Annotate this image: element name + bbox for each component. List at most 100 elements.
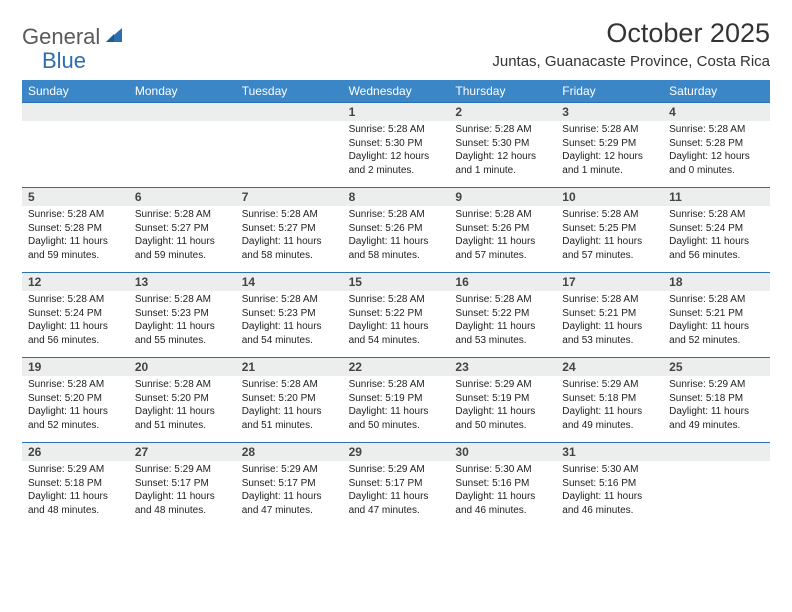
day-cell: Sunrise: 5:28 AMSunset: 5:27 PMDaylight:… bbox=[236, 206, 343, 272]
daylight-text: Daylight: 12 hours and 2 minutes. bbox=[349, 150, 444, 177]
content-row: Sunrise: 5:28 AM Sunset: 5:28 PM Daylight:… bbox=[22, 206, 770, 272]
day-cell bbox=[236, 121, 343, 187]
sunrise-text: Sunrise: 5:29 AM bbox=[349, 463, 444, 477]
day-cell: Sunrise: 5:29 AMSunset: 5:17 PMDaylight:… bbox=[343, 461, 450, 527]
daylight-text: Daylight: 11 hours and 58 minutes. bbox=[242, 235, 337, 262]
header: General October 2025 Juntas, Guanacaste … bbox=[22, 18, 770, 76]
day-cell bbox=[129, 121, 236, 187]
day-cell: Sunrise: 5:28 AMSunset: 5:23 PMDaylight:… bbox=[236, 291, 343, 357]
day-cell: Sunrise: 5:28 AMSunset: 5:20 PMDaylight:… bbox=[22, 376, 129, 442]
daylight-text: Daylight: 11 hours and 53 minutes. bbox=[455, 320, 550, 347]
content-row: Sunrise: 5:28 AMSunset: 5:30 PMDaylight:… bbox=[22, 121, 770, 187]
sunrise-text: Sunrise: 5:29 AM bbox=[242, 463, 337, 477]
sunset-text: Sunset: 5:18 PM bbox=[669, 392, 764, 406]
day-number: 1 bbox=[343, 103, 450, 121]
sunset-text: Sunset: 5:19 PM bbox=[455, 392, 550, 406]
daynum-row: 12131415161718 bbox=[22, 272, 770, 291]
day-number: 15 bbox=[343, 273, 450, 291]
day-number: 5 bbox=[22, 188, 129, 206]
day-number: 26 bbox=[22, 443, 129, 461]
day-number bbox=[22, 103, 129, 121]
day-number: 11 bbox=[663, 188, 770, 206]
sunset-text: Sunset: 5:24 PM bbox=[669, 222, 764, 236]
sunrise-text: Sunrise: 5:28 AM bbox=[349, 123, 444, 137]
daylight-text: Daylight: 11 hours and 50 minutes. bbox=[455, 405, 550, 432]
sunrise-text: Sunrise: 5:28 AM bbox=[349, 293, 444, 307]
day-number: 21 bbox=[236, 358, 343, 376]
day-cell: Sunrise: 5:28 AMSunset: 5:25 PMDaylight:… bbox=[556, 206, 663, 272]
day-number: 9 bbox=[449, 188, 556, 206]
day-cell: Sunrise: 5:28 AMSunset: 5:19 PMDaylight:… bbox=[343, 376, 450, 442]
sunset-text: Sunset: 5:23 PM bbox=[135, 307, 230, 321]
sunrise-text: Sunrise: 5:30 AM bbox=[562, 463, 657, 477]
weekday-header: Saturday bbox=[663, 80, 770, 102]
sunset-text: Sunset: 5:28 PM bbox=[669, 137, 764, 151]
day-cell bbox=[22, 121, 129, 187]
logo-word1: General bbox=[22, 24, 100, 50]
sunrise-text: Sunrise: 5:28 AM bbox=[562, 123, 657, 137]
daylight-text: Daylight: 11 hours and 49 minutes. bbox=[669, 405, 764, 432]
day-cell: Sunrise: 5:28 AMSunset: 5:20 PMDaylight:… bbox=[129, 376, 236, 442]
day-number: 6 bbox=[129, 188, 236, 206]
day-cell bbox=[663, 461, 770, 527]
sunset-text: Sunset: 5:30 PM bbox=[455, 137, 550, 151]
daylight-text: Daylight: 11 hours and 52 minutes. bbox=[669, 320, 764, 347]
sunrise-text: Sunrise: 5:28 AM bbox=[455, 208, 550, 222]
day-number: 29 bbox=[343, 443, 450, 461]
daylight-text: Daylight: 11 hours and 53 minutes. bbox=[562, 320, 657, 347]
day-number: 18 bbox=[663, 273, 770, 291]
location: Juntas, Guanacaste Province, Costa Rica bbox=[492, 53, 770, 70]
sunrise-text: Sunrise: 5:28 AM bbox=[349, 378, 444, 392]
daylight-text: Daylight: 11 hours and 49 minutes. bbox=[562, 405, 657, 432]
sunrise-text: Sunrise: 5:28 AM bbox=[669, 123, 764, 137]
sunset-text: Sunset: 5:17 PM bbox=[135, 477, 230, 491]
daylight-text: Daylight: 11 hours and 52 minutes. bbox=[28, 405, 123, 432]
sunrise-text: Sunrise: 5:28 AM bbox=[135, 293, 230, 307]
day-number: 23 bbox=[449, 358, 556, 376]
sunrise-text: Sunrise: 5:30 AM bbox=[455, 463, 550, 477]
day-cell: Sunrise: 5:30 AMSunset: 5:16 PMDaylight:… bbox=[449, 461, 556, 527]
day-number: 31 bbox=[556, 443, 663, 461]
day-number: 19 bbox=[22, 358, 129, 376]
content-row: Sunrise: 5:28 AMSunset: 5:24 PMDaylight:… bbox=[22, 291, 770, 357]
day-number: 10 bbox=[556, 188, 663, 206]
day-number bbox=[236, 103, 343, 121]
sunset-text: Sunset: 5:20 PM bbox=[135, 392, 230, 406]
daylight-text: Daylight: 12 hours and 1 minute. bbox=[455, 150, 550, 177]
sunrise-text: Sunrise: 5:28 AM bbox=[455, 293, 550, 307]
daylight-text: Daylight: 11 hours and 58 minutes. bbox=[349, 235, 444, 262]
sunset-text: Sunset: 5:28 PM bbox=[28, 222, 123, 236]
daylight-text: Daylight: 11 hours and 54 minutes. bbox=[242, 320, 337, 347]
sunset-text: Sunset: 5:17 PM bbox=[242, 477, 337, 491]
sunrise-text: Sunrise: 5:28 AM bbox=[349, 208, 444, 222]
title-block: October 2025 Juntas, Guanacaste Province… bbox=[492, 18, 770, 76]
month-title: October 2025 bbox=[492, 18, 770, 49]
day-number: 22 bbox=[343, 358, 450, 376]
daylight-text: Daylight: 11 hours and 57 minutes. bbox=[455, 235, 550, 262]
day-cell: Sunrise: 5:29 AMSunset: 5:18 PMDaylight:… bbox=[663, 376, 770, 442]
sunset-text: Sunset: 5:21 PM bbox=[562, 307, 657, 321]
day-number: 24 bbox=[556, 358, 663, 376]
day-number: 30 bbox=[449, 443, 556, 461]
sunset-text: Sunset: 5:23 PM bbox=[242, 307, 337, 321]
weekday-header: Wednesday bbox=[343, 80, 450, 102]
day-cell: Sunrise: 5:28 AMSunset: 5:30 PMDaylight:… bbox=[343, 121, 450, 187]
sunrise-text: Sunrise: 5:28 AM bbox=[135, 208, 230, 222]
day-cell: Sunrise: 5:28 AMSunset: 5:29 PMDaylight:… bbox=[556, 121, 663, 187]
sunrise-text: Sunrise: 5:28 AM bbox=[562, 208, 657, 222]
day-cell: Sunrise: 5:28 AMSunset: 5:20 PMDaylight:… bbox=[236, 376, 343, 442]
day-cell: Sunrise: 5:29 AMSunset: 5:18 PMDaylight:… bbox=[556, 376, 663, 442]
day-number: 4 bbox=[663, 103, 770, 121]
sunrise-text: Sunrise: 5:29 AM bbox=[28, 463, 123, 477]
sunset-text: Sunset: 5:26 PM bbox=[349, 222, 444, 236]
day-number: 28 bbox=[236, 443, 343, 461]
sunset-text: Sunset: 5:18 PM bbox=[562, 392, 657, 406]
sunrise-text: Sunrise: 5:28 AM bbox=[242, 293, 337, 307]
day-cell: Sunrise: 5:28 AMSunset: 5:22 PMDaylight:… bbox=[343, 291, 450, 357]
sunrise-text: Sunrise: 5:28 AM bbox=[669, 208, 764, 222]
calendar: SundayMondayTuesdayWednesdayThursdayFrid… bbox=[22, 80, 770, 527]
daynum-row: 262728293031 bbox=[22, 442, 770, 461]
daylight-text: Daylight: 12 hours and 1 minute. bbox=[562, 150, 657, 177]
daylight-text: Daylight: 11 hours and 46 minutes. bbox=[562, 490, 657, 517]
day-cell: Sunrise: 5:28 AMSunset: 5:26 PMDaylight:… bbox=[449, 206, 556, 272]
